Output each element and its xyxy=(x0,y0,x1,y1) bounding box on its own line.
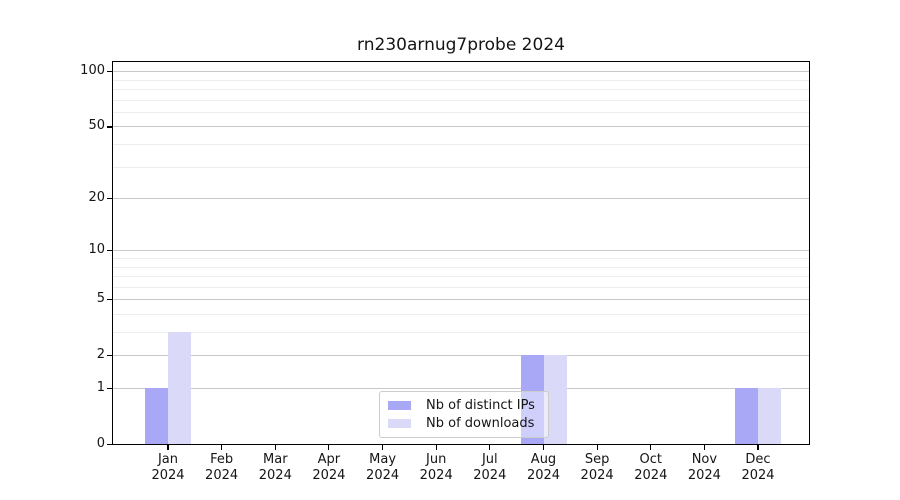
gridline-major xyxy=(113,126,809,128)
x-tick-year: 2024 xyxy=(526,468,561,483)
x-tick-label: Jul 2024 xyxy=(460,452,520,484)
x-tick-month: Sep xyxy=(584,452,610,467)
x-tick-month: Jul xyxy=(481,452,498,467)
y-tick xyxy=(107,198,113,200)
x-tick-month: Aug xyxy=(530,452,557,467)
legend: Nb of distinct IPs Nb of downloads xyxy=(379,391,549,438)
y-tick xyxy=(107,250,113,252)
y-tick xyxy=(107,355,113,357)
x-tick xyxy=(435,445,437,450)
x-tick xyxy=(274,445,276,450)
x-tick-year: 2024 xyxy=(473,468,507,483)
x-tick xyxy=(221,445,223,450)
y-tick-label: 100 xyxy=(80,63,105,79)
bar xyxy=(168,332,191,444)
legend-label: Nb of distinct IPs xyxy=(426,397,535,413)
x-tick-month: Nov xyxy=(691,452,718,467)
x-tick-label: May 2024 xyxy=(353,452,413,484)
x-tick-label: Feb 2024 xyxy=(192,452,252,484)
bar xyxy=(735,388,758,444)
x-tick xyxy=(382,445,384,450)
y-tick xyxy=(107,299,113,301)
gridline-major xyxy=(113,250,809,252)
y-tick xyxy=(107,126,113,128)
x-tick xyxy=(757,445,759,450)
x-tick-year: 2024 xyxy=(258,468,292,483)
x-tick xyxy=(650,445,652,450)
y-tick-label: 5 xyxy=(96,291,105,307)
bar xyxy=(543,355,567,444)
x-tick-month: May xyxy=(369,452,397,467)
x-tick xyxy=(489,445,491,450)
x-tick-month: Mar xyxy=(263,452,288,467)
x-tick-year: 2024 xyxy=(151,468,185,483)
gridline-minor xyxy=(113,99,809,101)
legend-swatch xyxy=(388,400,411,410)
gridline-major xyxy=(113,299,809,301)
gridline-minor xyxy=(113,266,809,268)
x-tick-month: Oct xyxy=(639,452,663,467)
x-tick-label: Jun 2024 xyxy=(406,452,466,484)
x-tick xyxy=(703,445,705,450)
x-tick-label: Mar 2024 xyxy=(245,452,305,484)
x-tick-label: Jan 2024 xyxy=(138,452,198,484)
gridline-minor xyxy=(113,332,809,333)
gridline-major xyxy=(113,71,809,73)
y-tick xyxy=(107,388,113,390)
gridline-major xyxy=(113,355,809,357)
legend-row: Nb of downloads xyxy=(388,415,540,432)
bar xyxy=(520,355,544,444)
y-tick xyxy=(107,71,113,73)
x-tick-year: 2024 xyxy=(312,468,346,483)
y-tick-label: 20 xyxy=(88,190,105,206)
gridline-minor xyxy=(113,258,809,259)
gridline-major xyxy=(113,198,809,200)
chart-title: rn230arnug7probe 2024 xyxy=(357,35,565,55)
x-tick xyxy=(328,445,330,450)
y-tick-label: 10 xyxy=(88,242,105,258)
x-tick-label: Apr 2024 xyxy=(299,452,359,484)
x-tick-year: 2024 xyxy=(419,468,453,483)
gridline-minor xyxy=(113,166,809,168)
gridline-minor xyxy=(113,89,809,90)
x-tick-month: Apr xyxy=(317,452,341,467)
x-tick-year: 2024 xyxy=(741,468,775,483)
x-tick-label: Dec 2024 xyxy=(728,452,788,484)
y-tick-label: 1 xyxy=(96,380,105,395)
gridline-minor xyxy=(113,144,809,145)
y-tick-label: 2 xyxy=(96,347,105,363)
gridline-minor xyxy=(113,79,809,81)
x-tick-year: 2024 xyxy=(687,468,721,483)
gridline-minor xyxy=(113,314,809,315)
legend-swatch xyxy=(388,419,411,429)
y-tick xyxy=(107,444,113,446)
x-tick-label: Aug 2024 xyxy=(514,452,574,484)
x-tick-label: Oct 2024 xyxy=(621,452,681,484)
y-tick-label: 50 xyxy=(88,118,105,134)
x-tick-month: Dec xyxy=(745,452,771,467)
y-tick-label: 0 xyxy=(96,436,105,451)
gridline-major xyxy=(113,388,809,389)
x-tick-year: 2024 xyxy=(634,468,668,483)
x-tick-label: Sep 2024 xyxy=(567,452,627,484)
legend-row: Nb of distinct IPs xyxy=(388,397,540,414)
x-tick-label: Nov 2024 xyxy=(674,452,734,484)
plot-area: Nb of distinct IPs Nb of downloads 0 1 2 5 10… xyxy=(80,61,810,483)
x-tick-year: 2024 xyxy=(205,468,239,483)
x-tick xyxy=(596,445,598,450)
x-tick xyxy=(542,445,545,450)
x-tick-year: 2024 xyxy=(580,468,614,483)
gridline-minor xyxy=(113,111,809,113)
bar xyxy=(145,388,168,444)
x-tick-month: Jun xyxy=(426,452,447,467)
bar xyxy=(758,388,781,444)
gridline-minor xyxy=(113,286,809,288)
legend-label: Nb of downloads xyxy=(426,416,535,432)
gridline-minor xyxy=(113,276,809,277)
x-tick-year: 2024 xyxy=(366,468,400,483)
x-tick-month: Jan xyxy=(157,452,179,467)
x-tick-month: Feb xyxy=(210,452,234,467)
x-tick xyxy=(167,445,169,450)
